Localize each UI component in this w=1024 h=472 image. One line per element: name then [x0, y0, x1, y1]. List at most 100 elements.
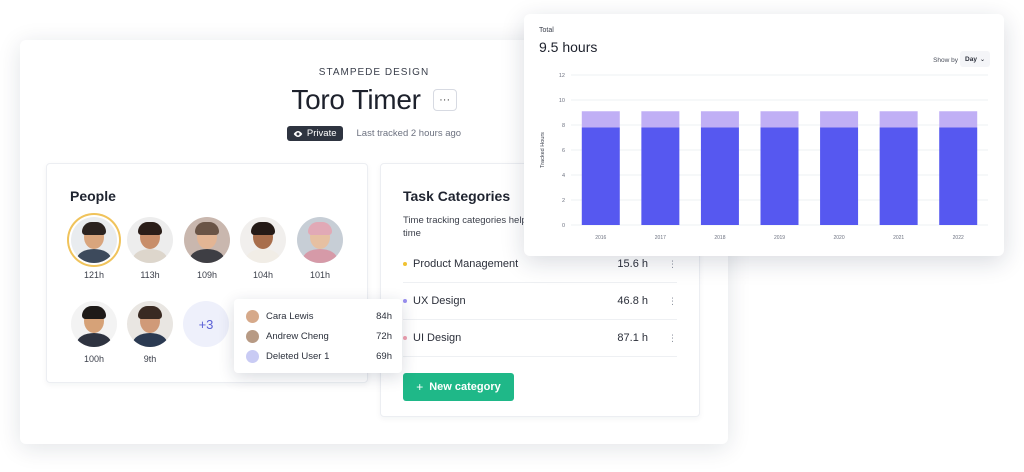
person-hours: 109h	[196, 270, 218, 280]
person[interactable]: 101h	[296, 217, 344, 280]
avatar	[127, 301, 173, 347]
title-row: Toro Timer ···	[20, 84, 728, 116]
project-meta: Private Last tracked 2 hours ago	[20, 126, 728, 141]
person-hours: 113h	[140, 270, 160, 280]
person[interactable]: 121h	[70, 217, 118, 280]
bar-segment	[760, 127, 799, 225]
bar-segment	[641, 111, 680, 128]
avatar	[240, 217, 286, 263]
workspace-name: STAMPEDE DESIGN	[318, 67, 430, 78]
avatar-shoulders	[133, 249, 167, 263]
kebab-menu-icon[interactable]: ⋮	[668, 332, 677, 343]
x-tick-label: 2022	[953, 235, 964, 241]
private-label: Private	[306, 128, 337, 139]
task-categories-title: Task Categories	[403, 188, 511, 204]
y-axis-label: Tracked Hours	[540, 132, 546, 168]
tooltip-hours: 84h	[376, 310, 392, 322]
y-tick-label: 2	[562, 198, 565, 204]
bar-segment	[939, 127, 978, 225]
category-row[interactable]: UX Design 46.8 h ⋮	[403, 283, 677, 320]
category-hours: 46.8 h	[617, 295, 648, 307]
person-hours: 101h	[309, 270, 331, 280]
x-tick-label: 2017	[655, 235, 666, 241]
avatar-hair	[138, 222, 162, 235]
avatar-hair	[308, 222, 332, 235]
mini-avatar	[246, 329, 259, 343]
category-color-dot	[403, 262, 407, 266]
avatar-shoulders	[77, 249, 111, 263]
avatar	[184, 217, 230, 263]
total-label: Total	[539, 27, 554, 34]
person-hours: 9th	[143, 354, 157, 364]
avatar	[297, 217, 343, 263]
avatar	[127, 217, 173, 263]
kebab-menu-icon[interactable]: ⋮	[668, 258, 677, 269]
person[interactable]: 100h	[70, 301, 118, 364]
show-by-label: Show by	[933, 57, 958, 64]
person[interactable]: 109h	[183, 217, 231, 280]
category-name: UI Design	[413, 332, 462, 344]
tooltip-row: Andrew Cheng 72h	[246, 328, 392, 344]
kebab-menu-icon[interactable]: ⋮	[668, 295, 677, 306]
category-name: UX Design	[413, 295, 466, 307]
bar-segment	[820, 111, 859, 128]
bar-segment	[700, 127, 739, 225]
task-categories-description: Time tracking categories help p time	[403, 215, 535, 239]
person[interactable]: 104h	[239, 217, 287, 280]
x-tick-label: 2019	[774, 235, 785, 241]
tooltip-row: Deleted User 1 69h	[246, 348, 392, 364]
avatar-shoulders	[77, 333, 111, 347]
plus-icon: +	[416, 380, 424, 394]
bar-segment	[760, 111, 799, 128]
avatar-hair	[82, 222, 106, 235]
x-tick-label: 2016	[595, 235, 606, 241]
category-row[interactable]: UI Design 87.1 h ⋮	[403, 320, 677, 357]
category-hours: 87.1 h	[617, 332, 648, 344]
more-options-button[interactable]: ···	[432, 89, 457, 111]
category-row[interactable]: Product Management 15.6 h ⋮	[403, 246, 677, 283]
show-by-select[interactable]: Day ⌄	[960, 51, 990, 67]
avatar-hair	[138, 306, 162, 319]
eye-icon	[293, 130, 303, 137]
tooltip-name: Deleted User 1	[266, 350, 330, 362]
bar-segment	[820, 127, 859, 225]
y-tick-label: 6	[562, 148, 565, 154]
private-badge[interactable]: Private	[286, 126, 343, 141]
total-value: 9.5 hours	[539, 39, 598, 55]
chart-card: Total 9.5 hours Show by Day ⌄ 0 2 4 6 8 10 12 T…	[524, 14, 1004, 256]
y-tick-label: 8	[562, 123, 565, 129]
x-tick-label: 2020	[834, 235, 845, 241]
bar-segment	[581, 111, 620, 128]
tooltip-name: Andrew Cheng	[266, 330, 329, 342]
avatar-hair	[251, 222, 275, 235]
person[interactable]: 113h	[126, 217, 174, 280]
bar-segment	[581, 127, 620, 225]
people-tooltip: Cara Lewis 84h Andrew Cheng 72h Deleted User…	[234, 299, 402, 373]
bar-segment	[879, 111, 918, 128]
tooltip-row: Cara Lewis 84h	[246, 308, 392, 324]
y-tick-label: 12	[559, 73, 565, 79]
category-hours: 15.6 h	[617, 258, 648, 270]
person[interactable]: 9th	[126, 301, 174, 364]
y-tick-label: 10	[559, 98, 565, 104]
tooltip-name: Cara Lewis	[266, 310, 314, 322]
avatar-shoulders	[303, 249, 337, 263]
new-category-label: New category	[429, 381, 501, 393]
more-people-button[interactable]: +3	[183, 301, 229, 347]
new-category-button[interactable]: + New category	[403, 373, 514, 401]
x-tick-label: 2021	[893, 235, 904, 241]
x-tick-label: 2018	[714, 235, 725, 241]
bar-segment	[939, 111, 978, 128]
hours-bar-chart: 0 2 4 6 8 10 12 Tracked Hours 2016 2017 2018 2019 20…	[540, 73, 988, 241]
avatar-hair	[195, 222, 219, 235]
avatar	[71, 217, 117, 263]
avatar-shoulders	[133, 333, 167, 347]
category-color-dot	[403, 299, 407, 303]
person-hours: 100h	[83, 354, 105, 364]
project-title: Toro Timer	[291, 84, 421, 115]
mini-avatar	[246, 309, 259, 323]
y-tick-label: 4	[562, 173, 565, 179]
chevron-down-icon: ⌄	[979, 56, 985, 63]
people-title: People	[70, 188, 116, 204]
avatar-shoulders	[190, 249, 224, 263]
